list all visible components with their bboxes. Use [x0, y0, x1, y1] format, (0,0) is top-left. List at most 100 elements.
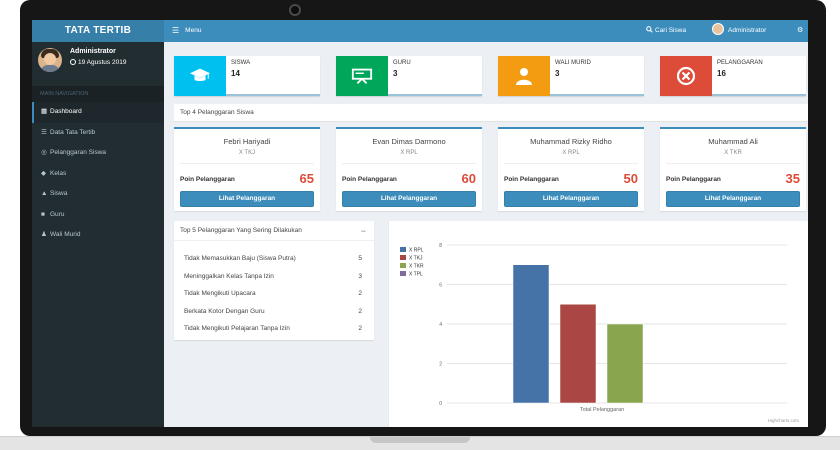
- sidebar-item-label: Wali Murid: [50, 231, 81, 238]
- list-item: Berkata Kotor Dengan Guru 2: [174, 303, 374, 321]
- camera-icon: [289, 4, 301, 16]
- admin-label: Administrator: [728, 27, 767, 34]
- menu-toggle-button[interactable]: ☰ Menu: [172, 20, 201, 42]
- search-student-link[interactable]: Cari Siswa: [646, 20, 686, 42]
- info-box-guru: GURU 3: [336, 56, 482, 96]
- violation-label: Tidak Mengikuti Pelajaran Tanpa Izin: [184, 325, 290, 332]
- nav-header: MAIN NAVIGATION: [32, 86, 164, 102]
- info-box-wali-murid: WALI MURID 3: [498, 56, 644, 96]
- sidebar-item-guru[interactable]: ■ Guru: [32, 205, 164, 226]
- user-name: Administrator: [70, 48, 116, 55]
- violation-count: 2: [358, 325, 362, 332]
- info-box-pelanggaran: PELANGGARAN 16: [660, 56, 806, 96]
- view-violations-button[interactable]: Lihat Pelanggaran: [342, 191, 476, 207]
- y-tick-label: 0: [439, 401, 442, 407]
- teacher-board-icon: [336, 56, 388, 96]
- menu-label: Menu: [185, 27, 202, 34]
- student-class: X TKR: [724, 150, 742, 156]
- legend-swatch: [400, 263, 406, 268]
- points-label: Poin Pelanggaran: [342, 176, 397, 183]
- collapse-button[interactable]: −: [360, 226, 366, 236]
- info-box-siswa: SISWA 14: [174, 56, 320, 96]
- sidebar-nav: ▦ Dashboard ☰ Data Tata Tertib ◎ Pelanggara…: [32, 102, 164, 246]
- y-tick-label: 8: [439, 243, 442, 249]
- sidebar-item-dashboard[interactable]: ▦ Dashboard: [32, 102, 164, 123]
- bar-chart: 0 2 4 6 8 Total Pelanggaran X RPL X TKJ X TKR X T…: [400, 243, 799, 423]
- user-date: 19 Agustus 2019: [78, 59, 127, 66]
- top5-header: Top 5 Pelanggaran Yang Sering Dilakukan …: [174, 221, 374, 241]
- bar-x-tkj: [559, 304, 597, 404]
- hamburger-icon: ☰: [172, 26, 180, 35]
- legend-entry: X TKJ: [409, 256, 423, 262]
- graduation-cap-icon: ▲: [41, 190, 48, 197]
- user-menu[interactable]: Administrator: [712, 20, 766, 42]
- search-icon: [646, 26, 653, 33]
- violation-count: 2: [358, 290, 362, 297]
- student-class: X TKJ: [238, 150, 256, 156]
- info-box-value: 14: [231, 69, 240, 78]
- sidebar-item-label: Pelanggaran Siswa: [50, 149, 107, 156]
- top4-title: Top 4 Pelanggaran Siswa: [174, 104, 808, 122]
- times-circle-icon: [660, 56, 712, 96]
- points-value: 50: [623, 171, 638, 186]
- legend-swatch: [400, 271, 406, 276]
- list-item: Tidak Mengikuti Pelajaran Tanpa Izin 2: [174, 320, 374, 338]
- sidebar-item-wali-murid[interactable]: ♟ Wali Murid: [32, 225, 164, 246]
- list-icon: ☰: [41, 128, 47, 136]
- points-value: 60: [461, 171, 476, 186]
- student-class: X RPL: [562, 150, 580, 156]
- graduation-cap-icon: [174, 56, 226, 96]
- device-notch: [370, 437, 470, 443]
- violation-label: Tidak Memasukkan Baju (Siswa Putra): [184, 255, 296, 262]
- info-box-label: SISWA: [231, 60, 251, 66]
- points-label: Poin Pelanggaran: [180, 176, 235, 183]
- view-violations-button[interactable]: Lihat Pelanggaran: [666, 191, 800, 207]
- student-name: Evan Dimas Darmono: [372, 137, 446, 146]
- violation-count: 5: [358, 255, 362, 262]
- legend-entry: X TPL: [409, 272, 423, 278]
- y-tick-label: 2: [439, 362, 442, 368]
- student-card: Muhammad Rizky Ridho X RPL Poin Pelangga…: [498, 127, 644, 211]
- top5-violations-box: Top 5 Pelanggaran Yang Sering Dilakukan …: [174, 221, 374, 340]
- chart-panel: 0 2 4 6 8 Total Pelanggaran X RPL X TKJ X TKR X T…: [389, 221, 808, 427]
- top5-list: Tidak Memasukkan Baju (Siswa Putra) 5 Men…: [174, 241, 374, 338]
- x-category-label: Total Pelanggaran: [580, 407, 624, 413]
- gear-icon[interactable]: ⚙: [797, 27, 804, 34]
- bar-x-tkr: [606, 323, 644, 404]
- view-violations-button[interactable]: Lihat Pelanggaran: [180, 191, 314, 207]
- sidebar-item-pelanggaran-siswa[interactable]: ◎ Pelanggaran Siswa: [32, 143, 164, 164]
- points-value: 35: [785, 171, 800, 186]
- info-box-bar: [388, 94, 482, 96]
- sidebar-item-siswa[interactable]: ▲ Siswa: [32, 184, 164, 205]
- top5-title: Top 5 Pelanggaran Yang Sering Dilakukan: [180, 227, 302, 234]
- y-tick-label: 6: [439, 283, 442, 289]
- sidebar-item-data-tata-tertib[interactable]: ☰ Data Tata Tertib: [32, 123, 164, 144]
- view-violations-button[interactable]: Lihat Pelanggaran: [504, 191, 638, 207]
- sidebar-item-label: Siswa: [50, 190, 68, 197]
- student-name: Febri Hariyadi: [223, 137, 271, 146]
- y-tick-label: 4: [439, 322, 442, 328]
- violation-label: Berkata Kotor Dengan Guru: [184, 307, 265, 315]
- violation-label: Meninggalkan Kelas Tanpa Izin: [184, 272, 274, 280]
- tags-icon: ◆: [41, 169, 46, 177]
- device-base: [0, 436, 840, 450]
- sidebar-item-label: Dashboard: [50, 108, 82, 115]
- sidebar: TATA TERTIB Administrator 19 Agustus 201…: [32, 20, 164, 427]
- info-box-value: 3: [393, 69, 398, 78]
- circle-icon: ◎: [41, 149, 47, 156]
- info-box-bar: [226, 94, 320, 96]
- points-label: Poin Pelanggaran: [666, 176, 721, 183]
- points-label: Poin Pelanggaran: [504, 176, 559, 183]
- search-label: Cari Siswa: [655, 27, 687, 34]
- info-box-bar: [712, 94, 806, 96]
- info-box-value: 3: [555, 69, 560, 78]
- student-class: X RPL: [400, 150, 418, 156]
- sidebar-item-kelas[interactable]: ◆ Kelas: [32, 164, 164, 185]
- sidebar-item-label: Data Tata Tertib: [50, 128, 96, 136]
- info-box-label: WALI MURID: [555, 60, 591, 66]
- sidebar-item-label: Kelas: [50, 169, 67, 177]
- app-logo[interactable]: TATA TERTIB: [32, 20, 164, 42]
- info-box-value: 16: [717, 69, 726, 78]
- user-date-row: 19 Agustus 2019: [70, 59, 164, 66]
- list-item: Meninggalkan Kelas Tanpa Izin 3: [174, 268, 374, 286]
